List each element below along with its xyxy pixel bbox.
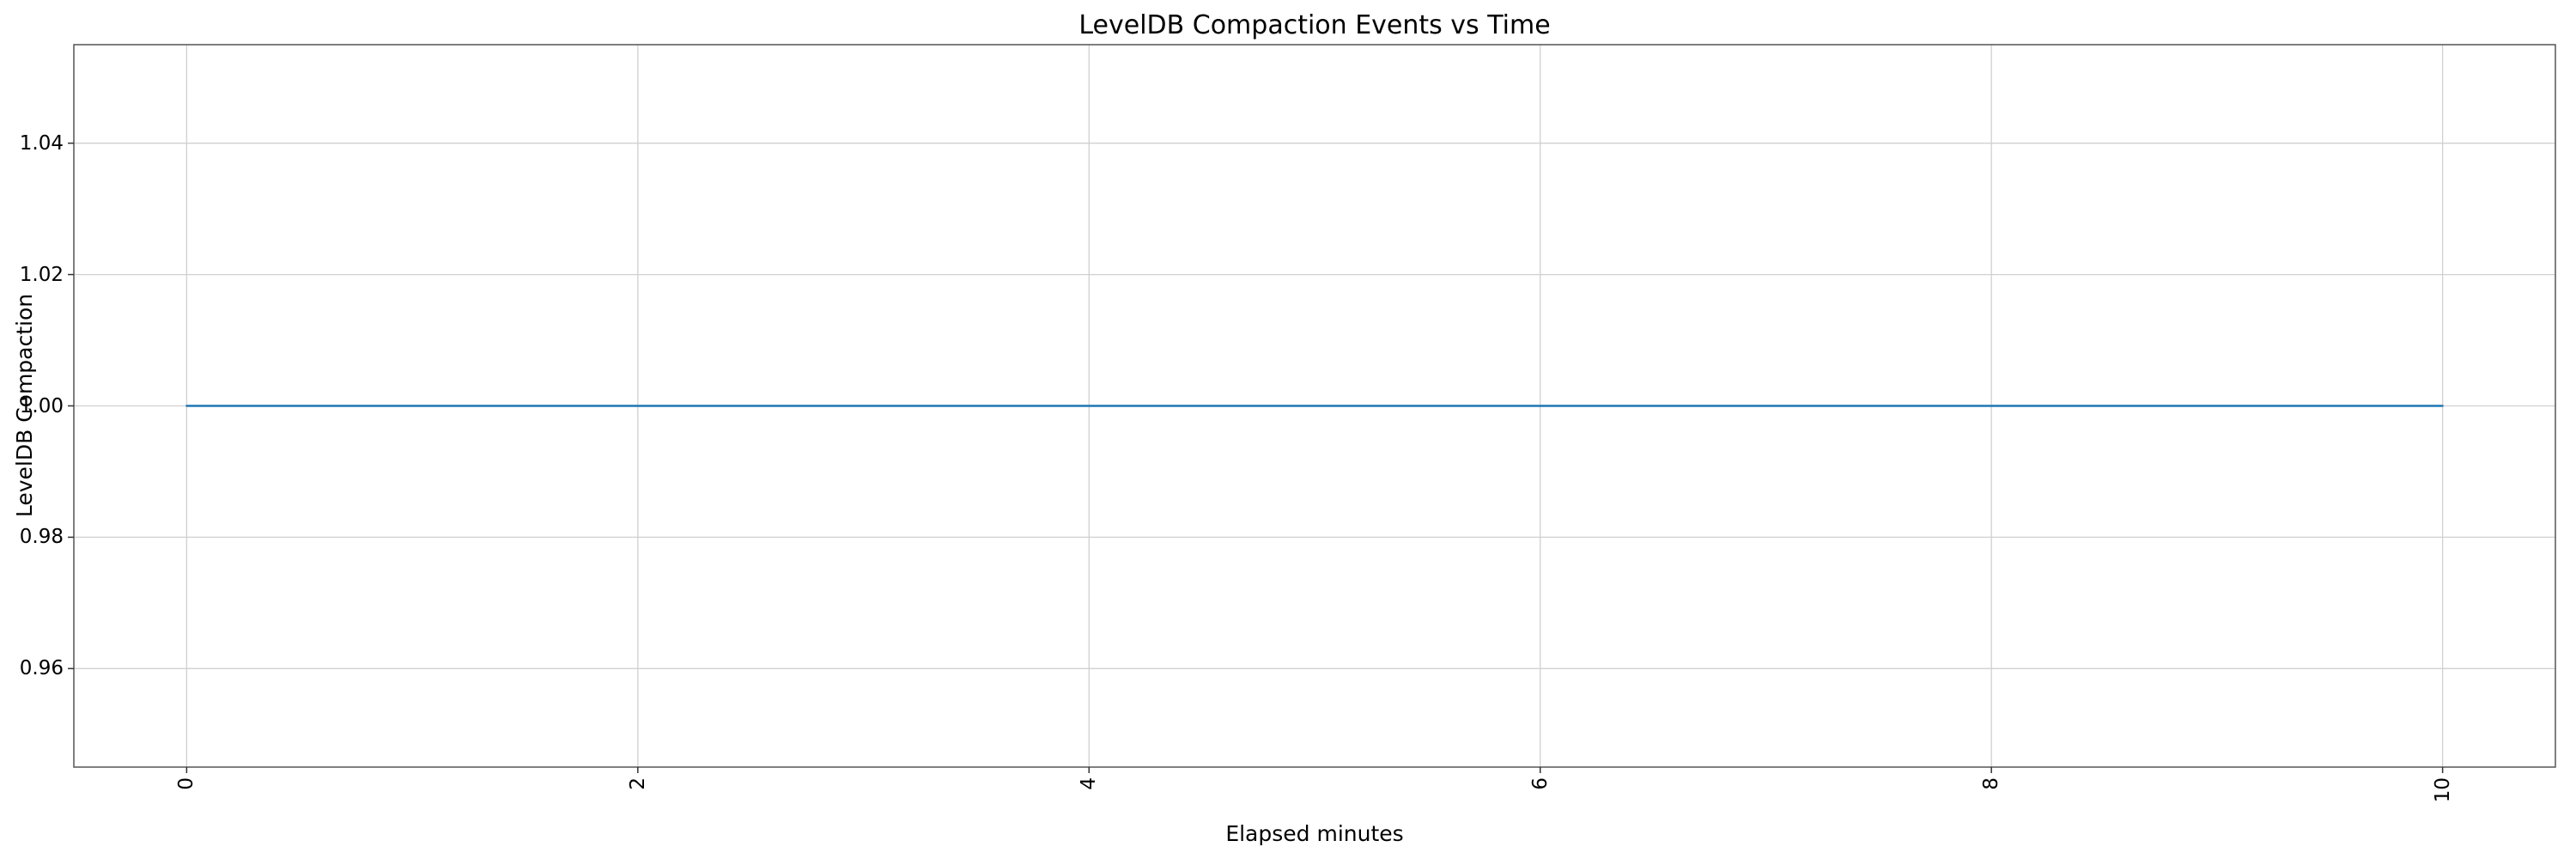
x-axis-label: Elapsed minutes <box>1225 821 1404 846</box>
y-tick-label: 1.00 <box>19 394 64 417</box>
x-tick-label: 2 <box>626 777 649 790</box>
y-tick-label: 1.04 <box>19 131 64 155</box>
y-tick-label: 1.02 <box>19 263 64 286</box>
y-tick-label: 0.98 <box>19 526 64 549</box>
chart-title: LevelDB Compaction Events vs Time <box>1078 10 1551 40</box>
x-tick-label: 4 <box>1078 777 1101 790</box>
x-tick-label: 10 <box>2431 777 2454 803</box>
x-tick-label: 6 <box>1528 777 1552 790</box>
x-tick-label: 8 <box>1980 777 2003 790</box>
x-tick-label: 0 <box>175 777 198 790</box>
y-tick-label: 0.96 <box>19 657 64 680</box>
